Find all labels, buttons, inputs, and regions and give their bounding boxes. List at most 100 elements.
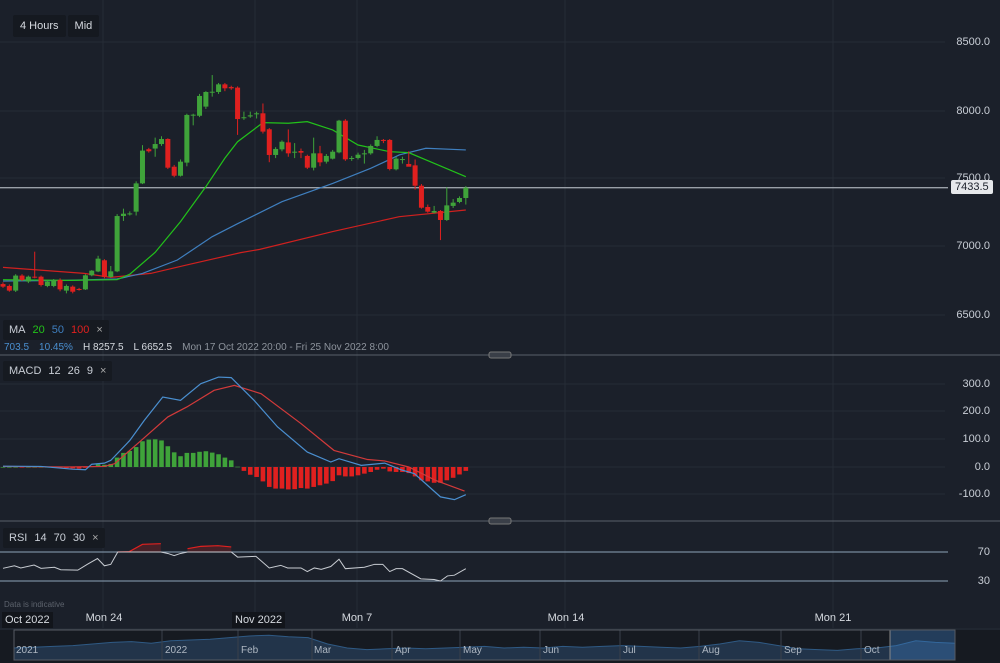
price-tick: 6500.0	[956, 309, 990, 321]
candle-body	[152, 144, 158, 149]
macd-histogram-bar	[76, 467, 82, 469]
macd-histogram-bar	[266, 467, 272, 487]
ma-legend[interactable]: MA 20 50 100 ×	[3, 320, 109, 340]
macd-histogram-bar	[197, 451, 202, 467]
candle-body	[374, 139, 380, 146]
ma50-line	[2, 147, 466, 282]
macd-tick: 300.0	[962, 378, 990, 390]
remove-ma-icon[interactable]: ×	[96, 324, 103, 336]
candle-body	[184, 114, 190, 163]
date-range: Mon 17 Oct 2022 20:00 - Fri 25 Nov 2022 …	[182, 342, 389, 353]
remove-rsi-icon[interactable]: ×	[92, 532, 99, 544]
navigator-label: Oct	[864, 645, 880, 656]
macd-histogram-bar	[393, 467, 399, 472]
price-info-line: 703.5 10.45% H 8257.5 L 6652.5 Mon 17 Oc…	[4, 342, 389, 353]
time-label: Mon 21	[814, 612, 852, 624]
ma20-period: 20	[32, 324, 45, 336]
rsi-legend[interactable]: RSI 14 70 30 ×	[3, 528, 105, 548]
candle-body	[418, 185, 424, 208]
change-value: 703.5	[4, 342, 30, 353]
macd-histogram-bar	[184, 452, 190, 467]
candle-body	[13, 275, 19, 291]
price-tick: 8500.0	[956, 36, 990, 48]
candle-body	[101, 260, 107, 277]
candle-body	[342, 120, 348, 160]
candle-body	[368, 145, 374, 154]
macd-tick: 100.0	[962, 433, 990, 445]
rsi-overbought-fill	[117, 543, 161, 552]
macd-signal-line	[2, 384, 465, 492]
candle-body	[317, 153, 323, 163]
candle-body	[444, 205, 450, 220]
candle-body	[425, 207, 431, 212]
macd-signal: 9	[86, 365, 94, 377]
macd-histogram-bar	[457, 467, 462, 475]
toolbar: 4 Hours Mid	[13, 15, 100, 37]
candle-body	[197, 95, 203, 116]
candle-body	[285, 142, 291, 154]
macd-histogram-bar	[381, 467, 386, 469]
navigator-selection-window[interactable]	[889, 629, 956, 661]
macd-histogram-bar	[133, 447, 139, 467]
macd-histogram-bar	[336, 467, 342, 476]
remove-macd-icon[interactable]: ×	[100, 365, 107, 377]
macd-histogram-bar	[355, 467, 361, 476]
navigator-area	[13, 634, 956, 661]
candle-body	[57, 279, 63, 290]
high-value: H 8257.5	[82, 342, 124, 353]
macd-histogram-bar	[159, 440, 164, 467]
macd-histogram-bar	[412, 467, 418, 477]
candle-body	[361, 153, 367, 155]
navigator-label: 2022	[165, 645, 188, 656]
candle-body	[146, 149, 152, 152]
candle-body	[228, 87, 234, 89]
candle-body	[387, 139, 393, 170]
pane-resize-handle[interactable]	[488, 351, 512, 359]
macd-histogram-bar	[222, 457, 228, 467]
macd-histogram-bar	[330, 467, 335, 482]
candle-body	[393, 158, 399, 170]
macd-histogram-bar	[70, 467, 76, 469]
candle-body	[70, 286, 76, 292]
candle-body	[450, 202, 456, 206]
interval-button[interactable]: 4 Hours	[13, 15, 66, 37]
candle-body	[279, 141, 285, 150]
macd-histogram-bar	[311, 467, 316, 487]
candle-body	[38, 276, 44, 286]
macd-tick: -100.0	[958, 488, 990, 500]
price-tick: 8000.0	[956, 105, 990, 117]
candle-body	[412, 165, 418, 186]
pane-resize-handle[interactable]	[488, 517, 512, 525]
macd-histogram-bar	[190, 452, 196, 467]
macd-histogram-bar	[13, 467, 18, 468]
macd-histogram-bar	[254, 467, 259, 477]
price-type-button[interactable]: Mid	[67, 15, 100, 37]
navigator-label: 2021	[16, 645, 39, 656]
data-disclaimer: Data is indicative	[4, 600, 65, 609]
macd-histogram-bar	[292, 467, 297, 490]
macd-histogram-bar	[324, 467, 329, 484]
macd-histogram-bar	[374, 467, 380, 470]
candle-body	[216, 84, 222, 92]
macd-histogram-bar	[450, 467, 456, 478]
macd-histogram-bar	[0, 467, 6, 468]
candle-body	[178, 161, 184, 176]
macd-legend[interactable]: MACD 12 26 9 ×	[3, 361, 113, 381]
macd-histogram-bar	[317, 467, 323, 486]
macd-histogram-bar	[286, 467, 291, 490]
candle-body	[247, 115, 253, 117]
macd-histogram-bar	[203, 451, 209, 467]
rsi-label: RSI	[9, 532, 28, 544]
time-label: Oct 2022	[2, 612, 53, 628]
candle-body	[380, 139, 386, 141]
candle-body	[260, 113, 266, 132]
macd-histogram-bar	[26, 467, 31, 468]
candle-body	[0, 284, 6, 287]
candle-body	[32, 276, 38, 278]
ma20-line	[2, 121, 467, 281]
current-price-label: 7433.5	[951, 180, 993, 194]
macd-label: MACD	[9, 365, 42, 377]
candle-body	[437, 210, 443, 220]
navigator-frame	[13, 629, 956, 661]
